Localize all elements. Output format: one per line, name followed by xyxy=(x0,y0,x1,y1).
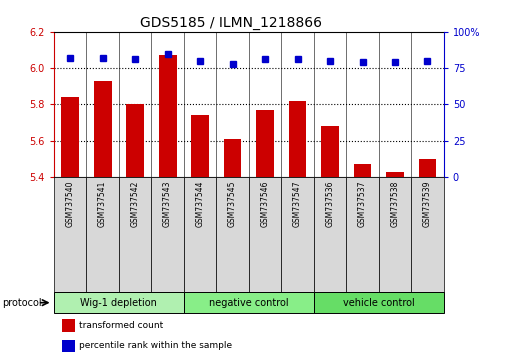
Text: GSM737541: GSM737541 xyxy=(98,181,107,227)
Bar xyxy=(419,159,437,177)
Text: GSM737538: GSM737538 xyxy=(390,181,400,227)
Bar xyxy=(86,177,119,292)
Text: GSM737547: GSM737547 xyxy=(293,181,302,227)
Bar xyxy=(126,104,144,177)
Text: vehicle control: vehicle control xyxy=(343,298,415,308)
Bar xyxy=(289,101,306,177)
Bar xyxy=(386,172,404,177)
Bar xyxy=(314,292,444,313)
Text: GSM737544: GSM737544 xyxy=(195,181,205,227)
Bar xyxy=(411,177,444,292)
Text: GDS5185 / ILMN_1218866: GDS5185 / ILMN_1218866 xyxy=(140,16,322,30)
Bar xyxy=(379,177,411,292)
Text: GSM737545: GSM737545 xyxy=(228,181,237,227)
Text: transformed count: transformed count xyxy=(79,321,164,330)
Bar xyxy=(62,340,75,352)
Text: GSM737542: GSM737542 xyxy=(131,181,140,227)
Bar xyxy=(314,177,346,292)
Bar xyxy=(151,177,184,292)
Bar xyxy=(353,164,371,177)
Text: GSM737543: GSM737543 xyxy=(163,181,172,227)
Bar xyxy=(224,139,242,177)
Bar xyxy=(94,81,111,177)
Text: protocol: protocol xyxy=(3,298,42,308)
Bar xyxy=(191,115,209,177)
Bar xyxy=(119,177,151,292)
Text: percentile rank within the sample: percentile rank within the sample xyxy=(79,341,232,350)
Bar xyxy=(216,177,249,292)
Text: GSM737546: GSM737546 xyxy=(261,181,269,227)
Bar xyxy=(346,177,379,292)
Text: GSM737536: GSM737536 xyxy=(326,181,334,227)
Bar xyxy=(256,110,274,177)
Bar xyxy=(54,177,86,292)
Text: Wig-1 depletion: Wig-1 depletion xyxy=(81,298,157,308)
Bar xyxy=(184,292,314,313)
Bar xyxy=(249,177,281,292)
Bar xyxy=(184,177,216,292)
Bar xyxy=(62,319,75,332)
Text: GSM737539: GSM737539 xyxy=(423,181,432,227)
Bar xyxy=(61,97,79,177)
Bar xyxy=(159,56,176,177)
Bar xyxy=(281,177,314,292)
Text: negative control: negative control xyxy=(209,298,289,308)
Bar xyxy=(54,292,184,313)
Bar xyxy=(321,126,339,177)
Text: GSM737537: GSM737537 xyxy=(358,181,367,227)
Text: GSM737540: GSM737540 xyxy=(66,181,74,227)
